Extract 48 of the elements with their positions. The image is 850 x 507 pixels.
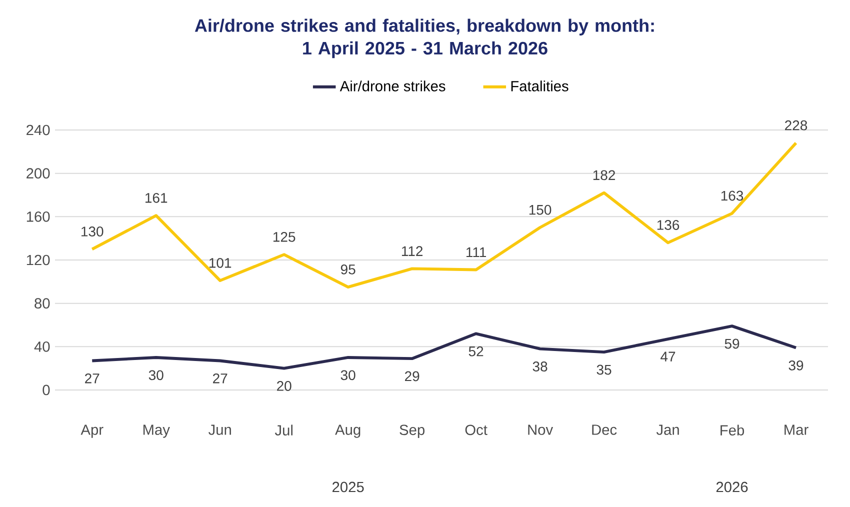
y-tick-label: 0 (42, 384, 50, 396)
data-label: 47 (660, 352, 676, 362)
y-tick-label: 120 (26, 254, 50, 266)
x-tick-label: Jan (656, 424, 679, 435)
data-label: 59 (724, 338, 740, 349)
data-label: 30 (340, 370, 356, 380)
data-label: 111 (466, 247, 486, 258)
text: 2026 (716, 482, 748, 492)
x-tick-label: May (143, 424, 170, 438)
data-label: 136 (657, 220, 680, 230)
y-tick-label: 240 (26, 124, 50, 136)
data-label: 35 (596, 364, 612, 375)
data-label: 27 (213, 373, 228, 384)
data-label: 38 (532, 362, 548, 372)
y-tick-label: 160 (26, 211, 50, 222)
x-tick-label: Nov (528, 424, 554, 435)
data-label: 161 (146, 192, 168, 203)
data-label: 182 (593, 170, 615, 180)
data-label: 150 (529, 204, 552, 215)
data-label: 112 (402, 246, 423, 256)
data-label: 52 (468, 346, 484, 356)
data-label: 125 (273, 232, 296, 242)
data-label: 228 (785, 120, 808, 130)
data-label: 20 (277, 381, 292, 391)
data-label: 101 (209, 258, 232, 268)
x-tick-label: Aug (335, 424, 360, 438)
text: 2025 (332, 482, 364, 492)
y-tick-label: 80 (34, 298, 50, 309)
x-tick-label: Mar (784, 424, 808, 435)
data-label: 130 (82, 226, 104, 236)
x-tick-label: Jul (274, 424, 292, 436)
x-tick-label: Feb (720, 424, 744, 436)
data-label: 29 (404, 371, 420, 382)
y-tick-label: 200 (26, 168, 50, 179)
legend-label: Fatalities (511, 80, 568, 92)
legend-label: Air/drone strikes (340, 80, 446, 92)
data-label: 39 (788, 360, 804, 370)
data-label: 30 (148, 370, 164, 380)
y-tick-label: 40 (34, 341, 50, 352)
x-tick-label: Apr (80, 424, 104, 438)
data-label: 95 (340, 264, 356, 274)
x-tick-label: Jun (208, 424, 231, 435)
x-tick-label: Sep (400, 424, 424, 438)
x-tick-label: Oct (465, 424, 488, 436)
data-label: 163 (721, 190, 744, 201)
x-tick-label: Dec (592, 424, 617, 435)
data-label: 27 (85, 373, 100, 384)
chart-title: Air/drone strikes and fatalities, breakdown by month: 1 April 2025 - 31 March 2026 (194, 18, 654, 58)
